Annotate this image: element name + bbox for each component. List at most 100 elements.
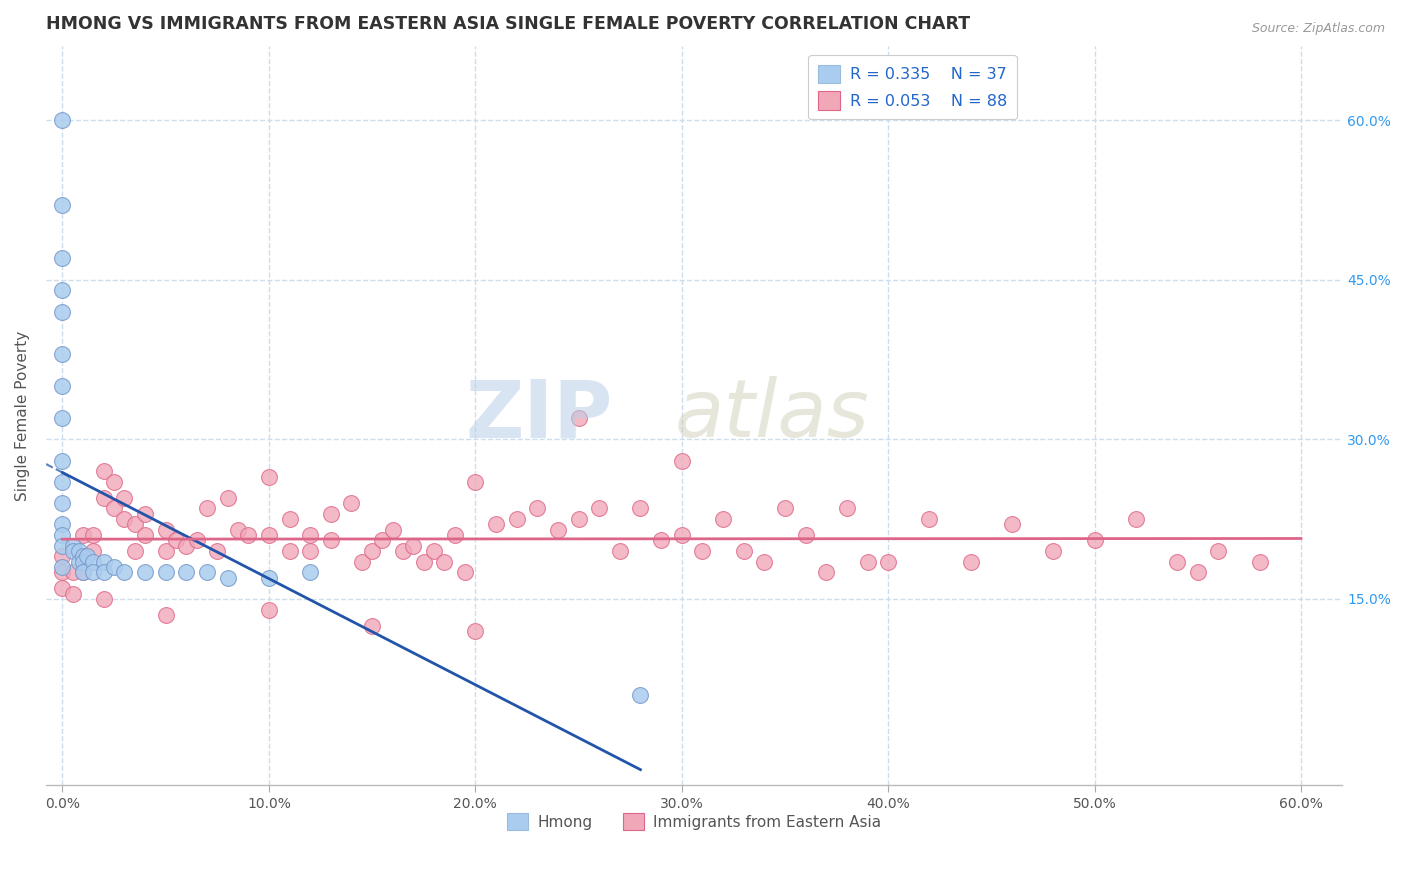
Point	[856, 555, 879, 569]
Point	[134, 528, 156, 542]
Point	[392, 544, 415, 558]
Point	[51, 453, 73, 467]
Point	[51, 549, 73, 564]
Point	[51, 475, 73, 489]
Point	[124, 517, 146, 532]
Point	[835, 501, 858, 516]
Point	[402, 539, 425, 553]
Point	[112, 512, 135, 526]
Point	[319, 533, 342, 548]
Point	[51, 411, 73, 425]
Point	[1042, 544, 1064, 558]
Point	[918, 512, 941, 526]
Point	[93, 464, 115, 478]
Point	[124, 544, 146, 558]
Point	[754, 555, 776, 569]
Point	[103, 475, 125, 489]
Point	[67, 544, 90, 558]
Point	[1187, 566, 1209, 580]
Point	[299, 566, 322, 580]
Point	[103, 560, 125, 574]
Point	[671, 528, 693, 542]
Point	[51, 304, 73, 318]
Point	[51, 528, 73, 542]
Point	[257, 469, 280, 483]
Point	[93, 591, 115, 606]
Point	[454, 566, 477, 580]
Point	[226, 523, 249, 537]
Point	[51, 252, 73, 266]
Point	[505, 512, 527, 526]
Text: Source: ZipAtlas.com: Source: ZipAtlas.com	[1251, 22, 1385, 36]
Point	[877, 555, 900, 569]
Point	[134, 507, 156, 521]
Point	[62, 566, 84, 580]
Point	[62, 539, 84, 553]
Point	[207, 544, 229, 558]
Point	[155, 566, 177, 580]
Point	[278, 544, 301, 558]
Point	[195, 501, 218, 516]
Y-axis label: Single Female Poverty: Single Female Poverty	[15, 330, 30, 500]
Text: ZIP: ZIP	[465, 376, 612, 454]
Point	[176, 566, 198, 580]
Point	[165, 533, 187, 548]
Point	[299, 544, 322, 558]
Point	[82, 555, 104, 569]
Point	[278, 512, 301, 526]
Point	[257, 602, 280, 616]
Point	[526, 501, 548, 516]
Point	[1166, 555, 1188, 569]
Point	[51, 113, 73, 128]
Point	[630, 501, 652, 516]
Point	[464, 624, 486, 638]
Point	[257, 571, 280, 585]
Point	[217, 571, 239, 585]
Point	[51, 496, 73, 510]
Point	[773, 501, 796, 516]
Point	[186, 533, 208, 548]
Point	[51, 284, 73, 298]
Point	[1125, 512, 1147, 526]
Point	[815, 566, 838, 580]
Point	[350, 555, 373, 569]
Point	[72, 566, 94, 580]
Point	[134, 566, 156, 580]
Point	[176, 539, 198, 553]
Point	[72, 528, 94, 542]
Point	[361, 618, 384, 632]
Text: HMONG VS IMMIGRANTS FROM EASTERN ASIA SINGLE FEMALE POVERTY CORRELATION CHART: HMONG VS IMMIGRANTS FROM EASTERN ASIA SI…	[46, 15, 970, 33]
Point	[217, 491, 239, 505]
Point	[155, 607, 177, 622]
Point	[155, 544, 177, 558]
Point	[588, 501, 610, 516]
Point	[62, 544, 84, 558]
Point	[195, 566, 218, 580]
Point	[82, 544, 104, 558]
Point	[650, 533, 672, 548]
Point	[630, 688, 652, 702]
Point	[609, 544, 631, 558]
Point	[51, 539, 73, 553]
Point	[51, 379, 73, 393]
Point	[82, 566, 104, 580]
Point	[76, 549, 98, 564]
Point	[692, 544, 714, 558]
Point	[443, 528, 465, 542]
Point	[51, 581, 73, 595]
Point	[67, 555, 90, 569]
Point	[51, 566, 73, 580]
Point	[82, 528, 104, 542]
Point	[51, 198, 73, 212]
Point	[103, 501, 125, 516]
Point	[62, 586, 84, 600]
Point	[433, 555, 456, 569]
Point	[1208, 544, 1230, 558]
Point	[112, 491, 135, 505]
Point	[299, 528, 322, 542]
Point	[567, 512, 589, 526]
Point	[1249, 555, 1271, 569]
Point	[51, 347, 73, 361]
Point	[567, 411, 589, 425]
Point	[959, 555, 981, 569]
